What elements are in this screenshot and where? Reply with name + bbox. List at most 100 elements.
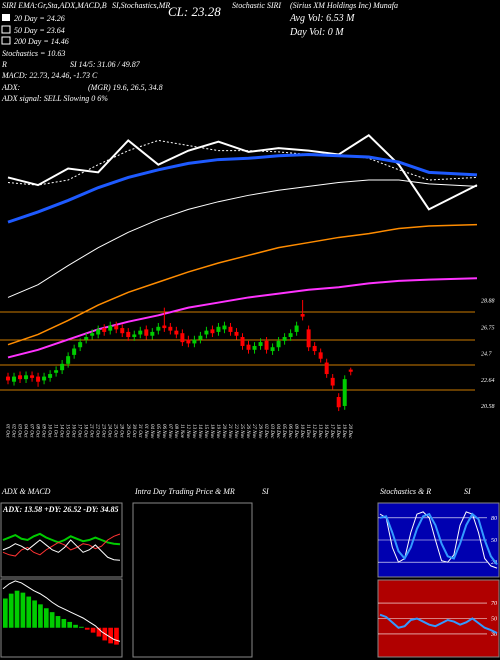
- histogram-bar: [43, 608, 49, 628]
- y-tick-label: 24.7: [481, 351, 493, 358]
- y-tick-label: 22.64: [481, 377, 495, 384]
- histogram-bar: [3, 598, 8, 628]
- candle-body: [48, 374, 53, 378]
- candle-body: [12, 376, 17, 382]
- x-tick-label: 06 Nov: [161, 424, 166, 439]
- x-tick-label: 19 Dec: [341, 424, 346, 439]
- x-tick-label: 04 Dec: [275, 424, 280, 439]
- y-tick-label: 20.58: [481, 404, 495, 410]
- y-tick-label: 28.88: [481, 298, 495, 304]
- moving-average-line: [7, 139, 478, 186]
- candle-body: [294, 325, 299, 332]
- candle-body: [66, 356, 71, 364]
- header-left-title: SIRI EMA:Gr,Sta,ADX,MACD,B: [2, 1, 107, 10]
- moving-average-line: [7, 223, 478, 346]
- x-tick-label: 07 Nov: [167, 424, 172, 439]
- x-tick-label: 18 Dec: [335, 424, 340, 439]
- candle-body: [288, 333, 293, 338]
- header-close: CL: 23.28: [168, 4, 221, 19]
- x-tick-label: 20 Dec: [347, 424, 352, 439]
- candle-body: [90, 333, 95, 336]
- candle-body: [204, 330, 209, 335]
- indicator-values: ADX: 13.58 +DY: 26.52 -DY: 34.85: [2, 505, 119, 514]
- candle-body: [348, 369, 353, 372]
- x-tick-label: 16 Dec: [323, 424, 328, 439]
- candle-body: [324, 362, 329, 375]
- x-tick-label: 09 Dec: [293, 424, 298, 439]
- x-tick-label: 03 Oct: [17, 424, 22, 438]
- x-tick-label: 02 Oct: [11, 424, 16, 438]
- info-line: 200 Day = 14.46: [14, 37, 69, 46]
- candle-body: [156, 326, 161, 331]
- x-tick-label: 28 Oct: [119, 424, 124, 438]
- candle-body: [246, 344, 251, 350]
- candle-body: [54, 370, 59, 373]
- histogram-bar: [55, 616, 61, 628]
- info-line: ADX signal: SELL Slowing 0 6%: [1, 94, 108, 103]
- info-line: 20 Day = 24.26: [14, 14, 65, 23]
- histogram-bar: [67, 621, 73, 628]
- y-tick-label: 80: [491, 516, 497, 522]
- x-tick-label: 23 Oct: [101, 424, 106, 438]
- y-tick-label: 50: [491, 617, 497, 623]
- x-tick-label: 31 Oct: [137, 424, 142, 438]
- candle-body: [30, 375, 35, 378]
- header-avg-vol: Avg Vol: 6.53 M: [289, 13, 355, 24]
- info-line: MACD: 22.73, 24.46, -1.73 C: [1, 71, 98, 80]
- candle-body: [102, 328, 107, 332]
- histogram-bar: [32, 600, 37, 628]
- x-tick-label: 26 Nov: [245, 424, 250, 439]
- histogram-bar: [8, 593, 14, 628]
- moving-average-line: [7, 152, 478, 224]
- info-line: R: [1, 60, 7, 69]
- info-line: (MGR) 19.6, 26.5, 34.8: [88, 83, 163, 92]
- x-tick-label: 20 Nov: [221, 424, 226, 439]
- histogram-bar: [73, 624, 78, 628]
- x-tick-label: 01 Oct: [5, 424, 10, 438]
- x-tick-label: 21 Nov: [227, 424, 232, 439]
- legend-swatch: [1, 25, 11, 34]
- candle-body: [162, 325, 167, 329]
- candle-body: [240, 337, 245, 346]
- info-line: SI 14/5: 31.06 / 49.87: [70, 60, 141, 69]
- x-tick-label: 24 Oct: [107, 424, 112, 438]
- candle-body: [132, 334, 137, 338]
- indicator-line: [379, 511, 498, 569]
- x-tick-label: 18 Oct: [83, 424, 88, 438]
- candle-body: [78, 342, 83, 348]
- x-tick-label: 27 Nov: [251, 424, 256, 439]
- candle-body: [174, 330, 179, 335]
- candle-body: [36, 376, 41, 382]
- header-company: (Sirius XM Holdings Inc) Munafa: [290, 1, 398, 10]
- y-tick-label: 20: [491, 560, 497, 566]
- candle-body: [180, 333, 185, 343]
- candle-body: [210, 329, 215, 334]
- x-tick-label: 05 Dec: [281, 424, 286, 439]
- x-tick-label: 22 Nov: [233, 424, 238, 439]
- x-tick-label: 02 Dec: [263, 424, 268, 439]
- candle-body: [306, 329, 311, 348]
- legend-swatch: [1, 36, 11, 45]
- candle-body: [24, 375, 29, 380]
- histogram-bar: [49, 612, 55, 628]
- x-tick-label: 13 Nov: [191, 424, 196, 439]
- x-tick-label: 10 Dec: [299, 424, 304, 439]
- candle-body: [120, 328, 125, 334]
- candle-body: [330, 377, 335, 386]
- candle-body: [108, 325, 113, 331]
- candle-body: [234, 331, 239, 336]
- x-tick-label: 11 Dec: [305, 424, 310, 439]
- candle-body: [252, 345, 257, 350]
- candle-body: [60, 363, 65, 371]
- header-chart-name: Stochastic SIRI: [232, 1, 281, 10]
- histogram-bar: [108, 627, 113, 644]
- y-tick-label: 50: [491, 538, 497, 544]
- x-tick-label: 01 Nov: [143, 424, 148, 439]
- panel-title: SI: [262, 487, 269, 496]
- candle-body: [84, 337, 89, 340]
- indicator-line: [2, 532, 121, 546]
- indicator-line: [2, 539, 121, 561]
- panel-title: Intra Day Trading Price & MR: [134, 487, 235, 496]
- x-tick-label: 04 Oct: [23, 424, 28, 438]
- candle-body: [18, 375, 23, 380]
